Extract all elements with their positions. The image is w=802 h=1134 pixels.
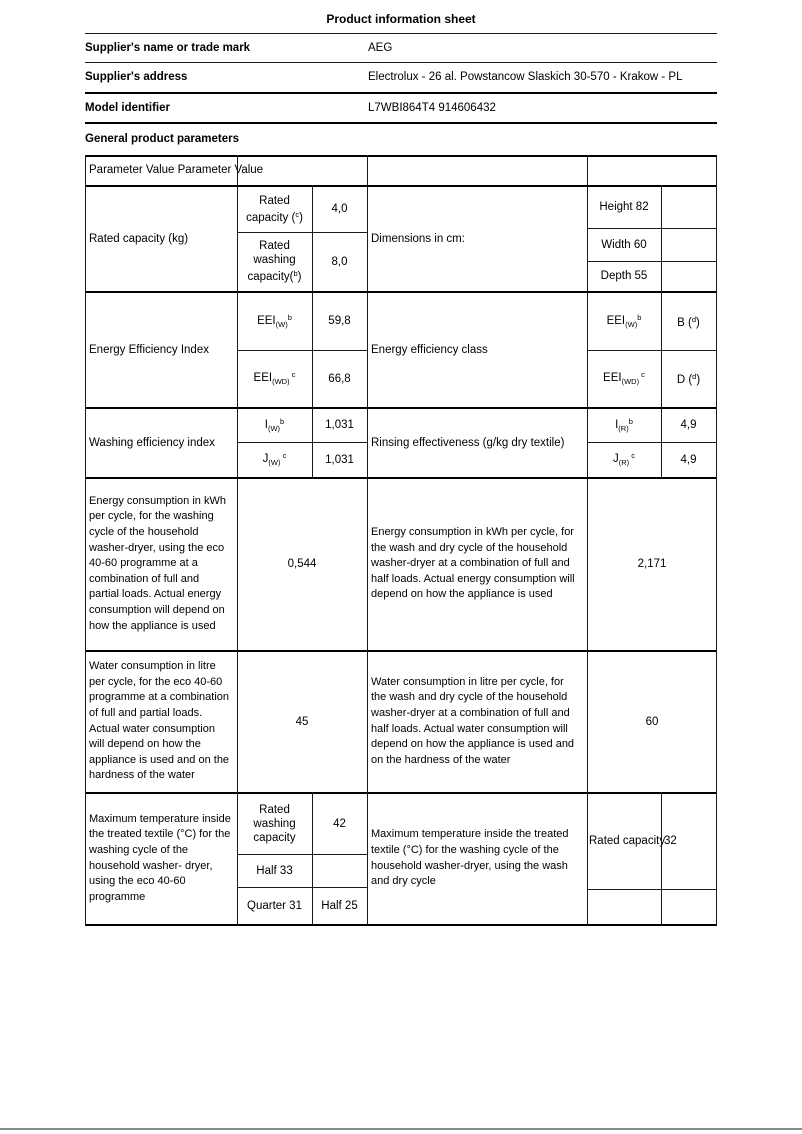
divider-line (85, 122, 717, 124)
grid-line-v (312, 792, 313, 924)
value-ir: 4,9 (680, 419, 697, 431)
value-iw: 1,031 (325, 419, 354, 431)
param-rated-capacity: Rated capacity (kg) (89, 232, 189, 245)
table-border-right (716, 155, 717, 925)
divider-line (85, 92, 717, 94)
subparam-rated-capacity: Rated capacity (c) (246, 194, 303, 224)
grid-line-h (237, 854, 367, 855)
param-rinsing: Rinsing effectiveness (g/kg dry textile) (371, 436, 565, 449)
grid-line-v (312, 185, 313, 478)
subparam-class-eei-wd: EEI(WD) c (603, 370, 645, 386)
param-energy-consumption-washdry: Energy consumption in kWh per cycle, for… (371, 526, 575, 601)
grid-line-h (85, 477, 717, 479)
divider-line (85, 33, 717, 34)
grid-line-h (587, 889, 717, 890)
subparam-eei-w: EEI(W)b (257, 312, 292, 329)
grid-line-h (587, 442, 717, 443)
subparam-rated-washing-capacity: Rated washing capacity(b) (247, 240, 302, 283)
value-max-temp-rated-capacity: 32 (664, 835, 677, 847)
grid-line-v (587, 155, 588, 925)
value-energy-consumption-wash: 0,544 (287, 558, 317, 570)
value-rated-capacity: 4,0 (331, 203, 348, 215)
param-washing-efficiency: Washing efficiency index (89, 436, 215, 449)
subparam-max-temp-quarter: Quarter 31 (247, 899, 302, 912)
dimension-width: Width 60 (601, 238, 647, 251)
value-max-temp-quarter: Half 25 (321, 899, 358, 912)
grid-line-h (85, 291, 717, 293)
grid-line-v (661, 185, 662, 478)
param-eei: Energy Efficiency Index (89, 343, 209, 356)
param-max-temp-washdry: Maximum temperature inside the treated t… (371, 828, 569, 888)
grid-line-h (85, 650, 717, 652)
subparam-iw: I(W)b (264, 416, 285, 433)
grid-line-v (237, 155, 238, 925)
model-identifier-label: Model identifier (85, 102, 170, 114)
table-header-row: Parameter Value Parameter Value (89, 164, 264, 176)
value-water-consumption-wash: 45 (295, 715, 309, 728)
grid-line-h (587, 261, 717, 262)
divider-line (85, 62, 717, 63)
section-header: General product parameters (85, 133, 240, 145)
value-max-temp-rated: 42 (333, 817, 346, 830)
subparam-eei-wd: EEI(WD) c (253, 370, 296, 386)
table-border-bottom (85, 924, 717, 926)
subparam-jw: J(W) c (262, 451, 287, 467)
dimension-depth: Depth 55 (600, 270, 648, 282)
value-eei-w: 59,8 (328, 315, 351, 327)
page-bottom-boundary (0, 1128, 802, 1130)
subparam-max-temp-rated-capacity: Rated capacity (589, 835, 666, 847)
value-rated-washing-capacity: 8,0 (331, 255, 348, 268)
grid-line-h (85, 185, 717, 187)
grid-line-h (237, 442, 367, 443)
param-energy-class: Energy efficiency class (371, 343, 488, 356)
supplier-address-value: Electrolux - 26 al. Powstancow Slaskich … (368, 71, 683, 83)
value-eei-wd: 66,8 (328, 372, 351, 385)
value-energy-consumption-washdry: 2,171 (637, 558, 667, 570)
grid-line-h (237, 232, 367, 233)
value-jr: 4,9 (680, 453, 697, 466)
subparam-max-temp-half: Half 33 (256, 864, 293, 877)
param-max-temp-wash: Maximum temperature inside the treated t… (89, 812, 231, 903)
subparam-class-eei-w: EEI(W)b (606, 312, 642, 329)
grid-line-h (237, 887, 367, 888)
grid-line-v (661, 792, 662, 924)
grid-line-h (587, 350, 717, 351)
table-border-top (85, 155, 717, 157)
grid-line-h (237, 350, 367, 351)
subparam-jr: J(R) c (612, 451, 635, 467)
value-water-consumption-washdry: 60 (645, 715, 659, 728)
grid-line-v (367, 155, 368, 925)
subparam-ir: I(R)b (615, 416, 633, 433)
value-jw: 1,031 (325, 453, 354, 466)
supplier-address-label: Supplier's address (85, 71, 188, 83)
grid-line-h (85, 407, 717, 409)
grid-line-h (85, 792, 717, 794)
param-dimensions: Dimensions in cm: (371, 232, 465, 245)
param-water-consumption-wash: Water consumption in litre per cycle, fo… (89, 660, 230, 782)
value-class-wd: D (d) (676, 372, 701, 386)
value-class-w: B (d) (677, 314, 700, 329)
supplier-name-label: Supplier's name or trade mark (85, 41, 251, 54)
supplier-name-value: AEG (368, 41, 393, 54)
dimension-height: Height 82 (599, 201, 649, 213)
param-energy-consumption-wash: Energy consumption in kWh per cycle, for… (89, 494, 226, 632)
table-border-left (85, 155, 86, 925)
page-title: Product information sheet (326, 12, 476, 26)
param-water-consumption-washdry: Water consumption in litre per cycle, fo… (371, 675, 575, 766)
model-identifier-value: L7WBI864T4 914606432 (368, 102, 496, 114)
subparam-max-temp-rated: Rated washing capacity (253, 803, 296, 844)
grid-line-h (587, 228, 717, 229)
